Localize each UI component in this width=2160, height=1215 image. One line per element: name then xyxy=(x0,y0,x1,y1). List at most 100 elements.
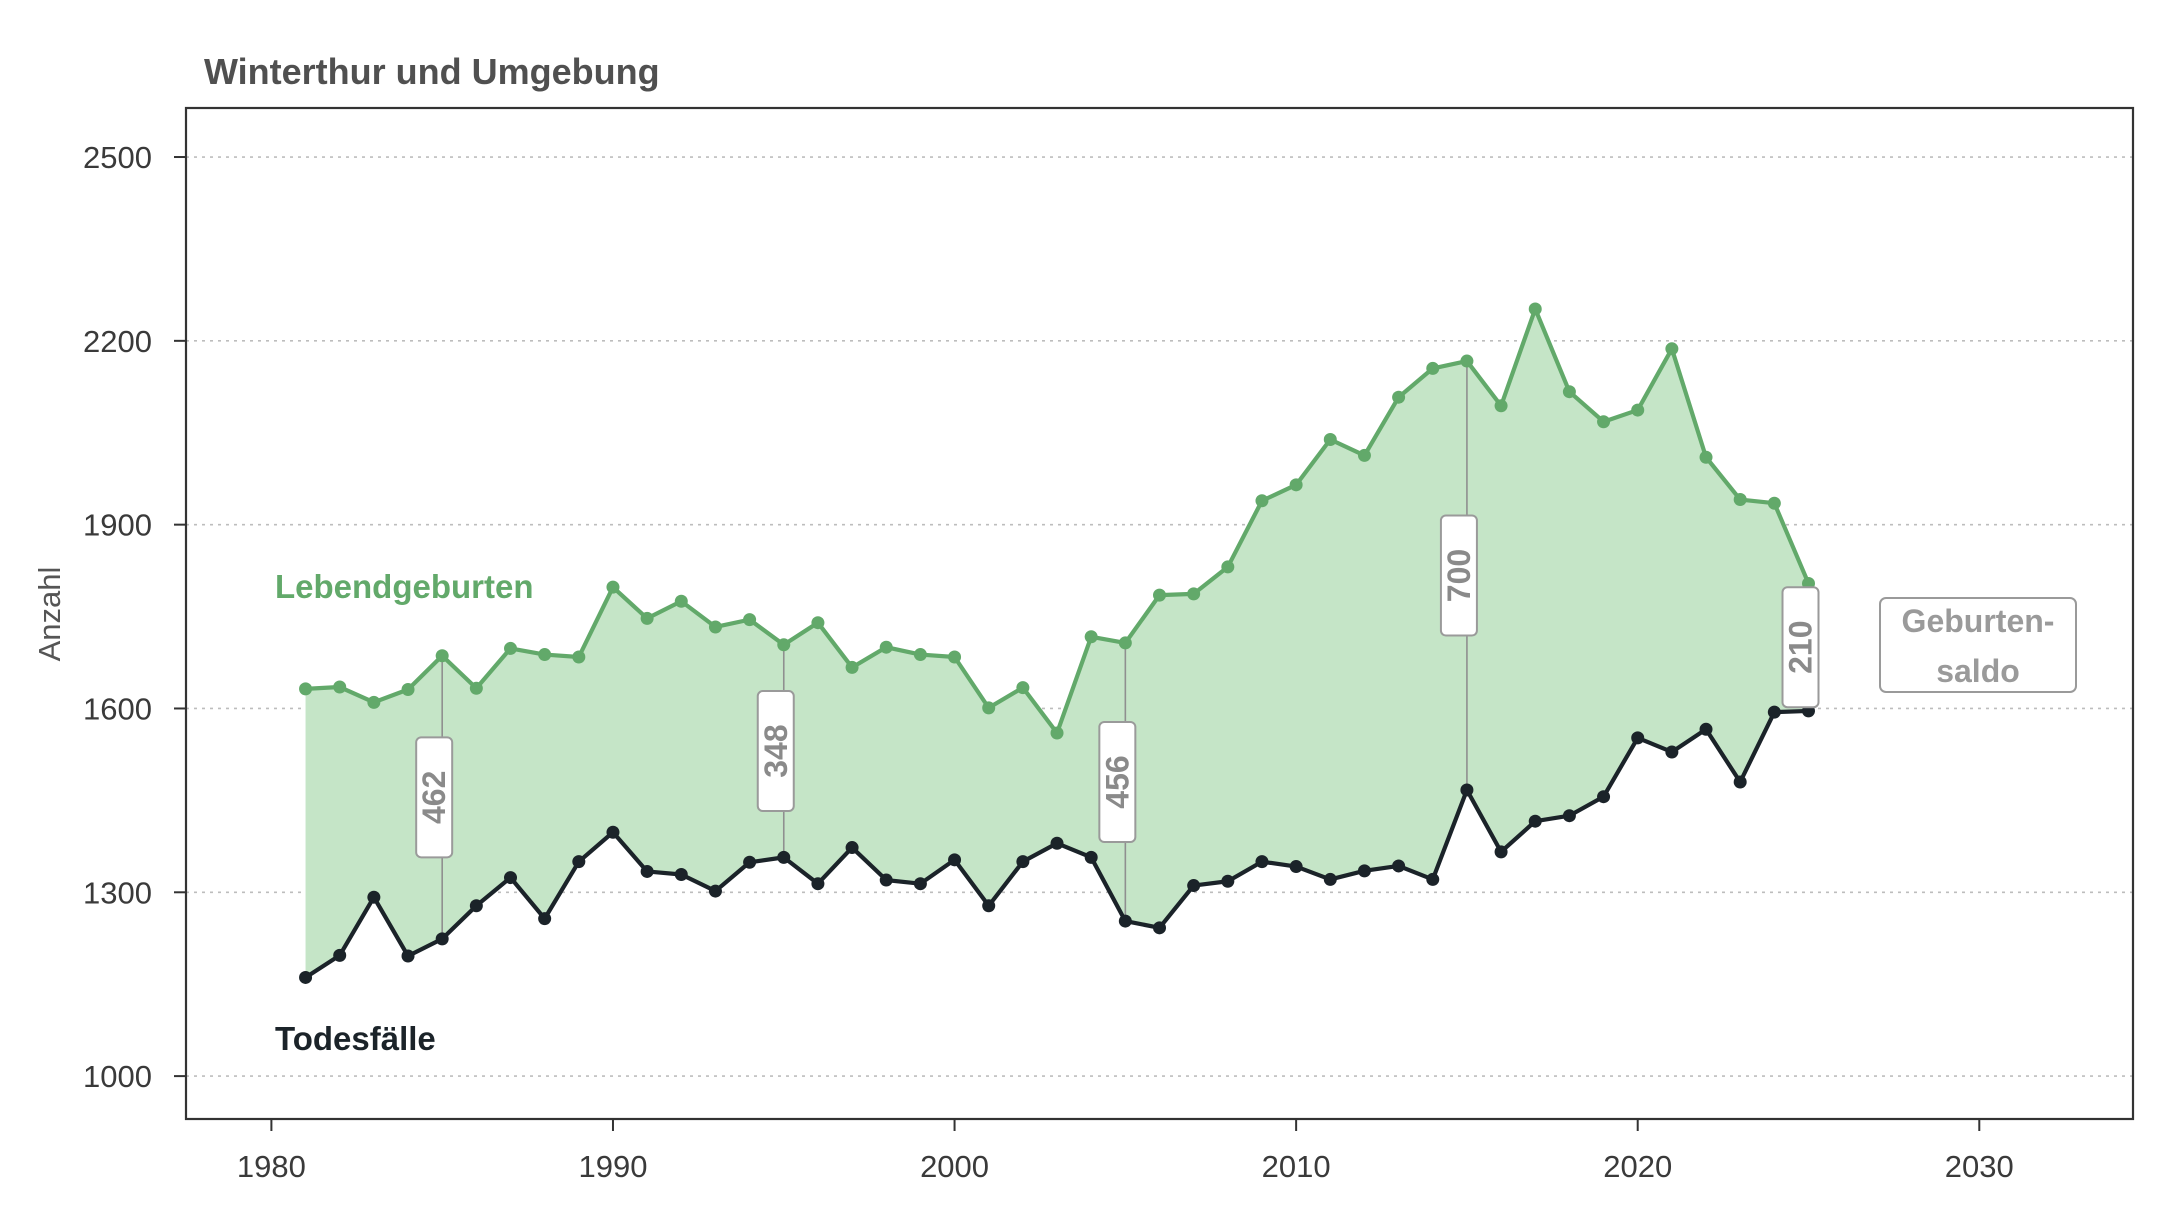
point-births-2017 xyxy=(1528,302,1542,316)
point-births-1984 xyxy=(401,682,415,696)
x-tick-label-2030: 2030 xyxy=(1945,1149,2014,1184)
point-births-1997 xyxy=(845,660,859,674)
point-deaths-2019 xyxy=(1597,790,1611,804)
point-births-1986 xyxy=(469,681,483,695)
point-deaths-2021 xyxy=(1665,745,1679,759)
point-deaths-2011 xyxy=(1323,872,1337,886)
saldo-annotation-box-1985 xyxy=(415,736,454,859)
point-births-1996 xyxy=(811,616,825,630)
y-tick-label-1300: 1300 xyxy=(83,875,152,910)
point-deaths-1983 xyxy=(367,890,381,904)
point-births-2019 xyxy=(1597,415,1611,429)
point-births-1994 xyxy=(743,613,757,627)
point-births-2011 xyxy=(1323,432,1337,446)
y-tick-label-2200: 2200 xyxy=(83,324,152,359)
point-births-1991 xyxy=(640,611,654,625)
point-births-2006 xyxy=(1153,588,1166,602)
point-births-1995 xyxy=(777,638,791,652)
saldo-annotation-box-2015 xyxy=(1439,514,1478,637)
y-tick-label-2500: 2500 xyxy=(83,140,152,175)
point-deaths-1996 xyxy=(811,877,825,891)
point-deaths-2005 xyxy=(1118,914,1132,928)
point-births-1982 xyxy=(333,680,347,694)
point-births-2012 xyxy=(1357,448,1371,462)
saldo-legend-line1: Geburten- xyxy=(1902,603,2055,639)
point-births-1992 xyxy=(674,594,688,608)
point-deaths-2022 xyxy=(1699,722,1713,736)
point-deaths-1989 xyxy=(572,855,586,869)
saldo-area-fill xyxy=(305,308,1809,978)
saldo-annotation-2005: 456 xyxy=(1098,721,1137,843)
y-tick-label-1000: 1000 xyxy=(83,1059,152,1094)
point-deaths-1999 xyxy=(913,877,927,891)
point-births-1989 xyxy=(572,650,586,664)
x-tick-label-2000: 2000 xyxy=(920,1149,989,1184)
point-births-2008 xyxy=(1221,560,1235,574)
point-deaths-2000 xyxy=(948,853,962,867)
saldo-area xyxy=(305,308,1809,978)
point-deaths-2014 xyxy=(1426,872,1440,886)
point-births-2015 xyxy=(1460,354,1474,368)
point-births-2000 xyxy=(948,650,962,664)
point-deaths-2018 xyxy=(1562,809,1576,823)
point-births-2009 xyxy=(1255,494,1269,508)
point-deaths-2020 xyxy=(1631,731,1645,745)
point-deaths-1993 xyxy=(708,884,722,898)
point-births-2018 xyxy=(1562,385,1576,399)
point-births-2001 xyxy=(982,701,996,715)
point-births-1988 xyxy=(538,648,552,662)
saldo-annotation-label-2025: 210 xyxy=(1783,621,1819,674)
point-deaths-2007 xyxy=(1187,879,1201,893)
point-births-1981 xyxy=(299,682,313,696)
point-deaths-1982 xyxy=(333,948,347,962)
point-deaths-1987 xyxy=(504,871,517,885)
point-deaths-2001 xyxy=(982,899,996,913)
saldo-annotation-label-2005: 456 xyxy=(1099,755,1135,808)
point-deaths-1992 xyxy=(674,868,688,882)
saldo-annotation-box-2005 xyxy=(1098,721,1137,843)
point-births-2007 xyxy=(1187,587,1201,601)
y-tick-label-1600: 1600 xyxy=(83,691,152,726)
y-tick-label-1900: 1900 xyxy=(83,508,152,543)
point-births-1998 xyxy=(879,640,893,654)
point-births-1993 xyxy=(708,620,722,634)
point-births-2022 xyxy=(1699,450,1713,464)
saldo-annotation-label-1995: 348 xyxy=(758,724,794,777)
saldo-annotation-2015: 700 xyxy=(1439,514,1478,637)
point-deaths-2010 xyxy=(1289,860,1303,874)
point-births-1990 xyxy=(606,580,620,594)
point-births-1983 xyxy=(367,695,381,709)
point-births-2023 xyxy=(1733,493,1747,507)
y-axis-title: Anzahl xyxy=(32,567,67,662)
saldo-annotation-1995: 348 xyxy=(756,690,795,813)
point-births-2002 xyxy=(1016,681,1030,695)
point-deaths-2009 xyxy=(1255,855,1269,869)
saldo-annotation-box-2025 xyxy=(1781,586,1820,709)
saldo-annotations: 462 348 456 700 210 xyxy=(415,514,1820,859)
point-deaths-2023 xyxy=(1733,775,1747,789)
point-deaths-2002 xyxy=(1016,855,1030,869)
x-tick-label-2020: 2020 xyxy=(1603,1149,1672,1184)
point-births-2010 xyxy=(1289,478,1303,492)
point-births-2016 xyxy=(1494,399,1508,413)
point-deaths-2003 xyxy=(1050,836,1064,850)
saldo-annotation-box-1995 xyxy=(756,690,795,813)
x-tick-label-1980: 1980 xyxy=(237,1149,306,1184)
point-deaths-2006 xyxy=(1153,921,1166,935)
point-deaths-2012 xyxy=(1357,864,1371,878)
point-deaths-1991 xyxy=(640,864,654,878)
x-tick-label-2010: 2010 xyxy=(1262,1149,1331,1184)
series-points xyxy=(299,302,1815,984)
point-births-2005 xyxy=(1118,636,1132,650)
x-tick-label-1990: 1990 xyxy=(578,1149,647,1184)
series-label-deaths: Todesfälle xyxy=(275,1020,436,1057)
point-deaths-2008 xyxy=(1221,874,1235,888)
point-births-2014 xyxy=(1426,361,1440,375)
y-axis: 1000 1300 1600 1900 2200 2500 xyxy=(83,140,186,1094)
point-deaths-1981 xyxy=(299,970,313,984)
point-deaths-1998 xyxy=(879,873,893,887)
point-births-2003 xyxy=(1050,726,1064,740)
point-deaths-1988 xyxy=(538,912,552,926)
point-deaths-2024 xyxy=(1767,705,1781,719)
saldo-annotation-label-2015: 700 xyxy=(1441,549,1477,602)
